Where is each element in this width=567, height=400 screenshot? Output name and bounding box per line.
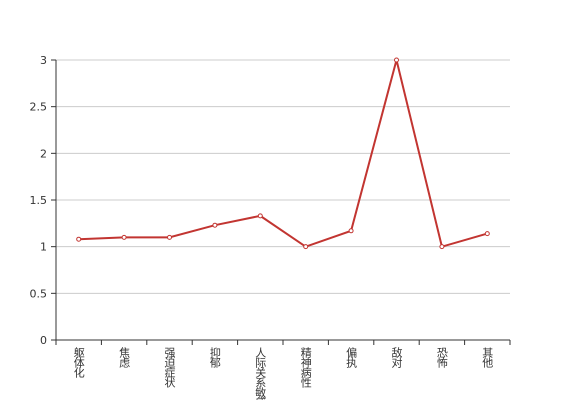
- y-tick-label: 1: [40, 241, 47, 254]
- point: [257, 213, 263, 219]
- x-tick-label: 恐怖: [435, 347, 448, 368]
- x-tick-label: 焦虑: [118, 347, 131, 368]
- y-tick-label: 0.5: [30, 287, 48, 300]
- x-tick-label: 强迫症状: [163, 347, 176, 388]
- line: [78, 59, 488, 248]
- x-tick-label: 敌对: [390, 346, 403, 368]
- y-tick-label: 2: [40, 147, 47, 160]
- x-tick-label: 躯体化: [72, 347, 85, 379]
- x-tick-label: 偏执: [345, 346, 358, 369]
- point: [439, 244, 445, 250]
- x-tick-label: 人际关系敏感: [254, 347, 267, 400]
- y-tick-label: 3: [40, 54, 47, 67]
- point: [484, 231, 490, 237]
- point: [348, 228, 354, 234]
- point: [394, 57, 399, 63]
- x-tick-label: 其他: [481, 347, 494, 368]
- y-tick-label: 2.5: [30, 101, 48, 114]
- y-tick-label: 0: [40, 334, 47, 347]
- point: [121, 234, 127, 240]
- x-tick-label: 抑郁: [208, 346, 221, 368]
- point: [303, 244, 309, 250]
- y-tick-label: 1.5: [30, 194, 48, 207]
- point: [212, 222, 218, 228]
- point: [76, 236, 82, 242]
- point: [167, 234, 172, 240]
- x-tick-label: 精神病性: [299, 347, 312, 389]
